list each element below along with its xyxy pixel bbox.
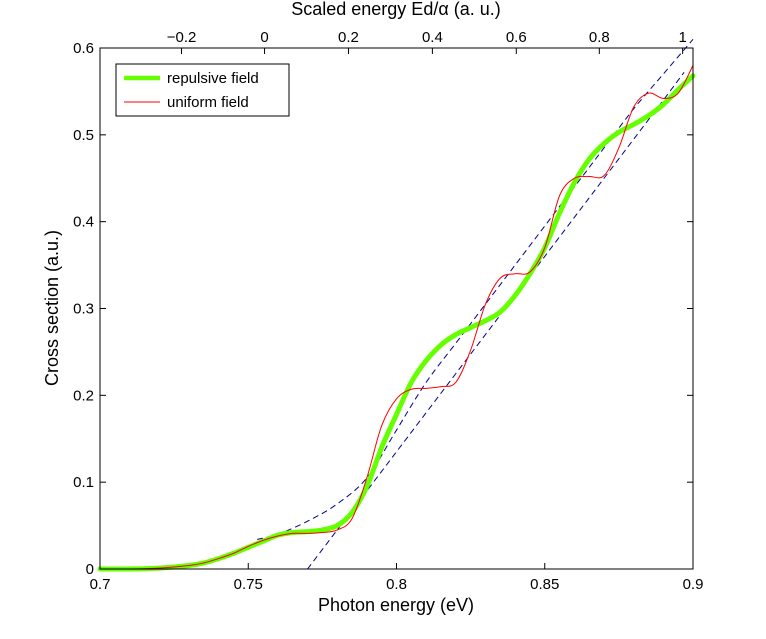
y-tick-label: 0 [86, 561, 94, 578]
ticks-layer: 0.7 0.75 0.8 0.85 0.9 0 0.1 0.2 0.3 0.4 0.5 0.6 −0.2… [73, 29, 703, 593]
series-line-uniform-field [99, 64, 694, 570]
legend: repulsive field uniform field [115, 63, 290, 117]
series-line-lower-envelope [307, 72, 685, 570]
top-tick-label: 0.2 [338, 29, 359, 46]
legend-box [115, 63, 290, 117]
y-tick-label: 0.4 [73, 214, 94, 231]
y-tick-label: 0.2 [73, 387, 94, 404]
x-tick-label: 0.7 [90, 576, 111, 593]
x-tick-label: 0.75 [234, 576, 263, 593]
y-tick-label: 0.5 [73, 127, 94, 144]
series-layer [97, 38, 696, 572]
plot-background [100, 48, 693, 569]
series-line-upper-envelope [257, 38, 694, 540]
top-tick-label: 0.4 [422, 29, 443, 46]
top-tick-label: 0.8 [589, 29, 610, 46]
top-tick-label: 0.6 [506, 29, 527, 46]
y-tick-label: 0.6 [73, 40, 94, 57]
y-axis-title: Cross section (a.u.) [42, 230, 62, 386]
x-tick-label: 0.8 [386, 576, 407, 593]
top-tick-label: 1 [678, 29, 686, 46]
top-x-axis-title: Scaled energy Ed/α (a. u.) [291, 0, 501, 19]
x-tick-label: 0.85 [530, 576, 559, 593]
y-tick-label: 0.3 [73, 301, 94, 318]
top-tick-label: −0.2 [167, 29, 197, 46]
legend-label-repulsive: repulsive field [167, 70, 259, 87]
x-tick-label: 0.9 [683, 576, 704, 593]
x-axis-title: Photon energy (eV) [318, 595, 474, 615]
legend-label-uniform: uniform field [167, 94, 249, 111]
top-tick-label: 0 [260, 29, 268, 46]
y-tick-label: 0.1 [73, 474, 94, 491]
